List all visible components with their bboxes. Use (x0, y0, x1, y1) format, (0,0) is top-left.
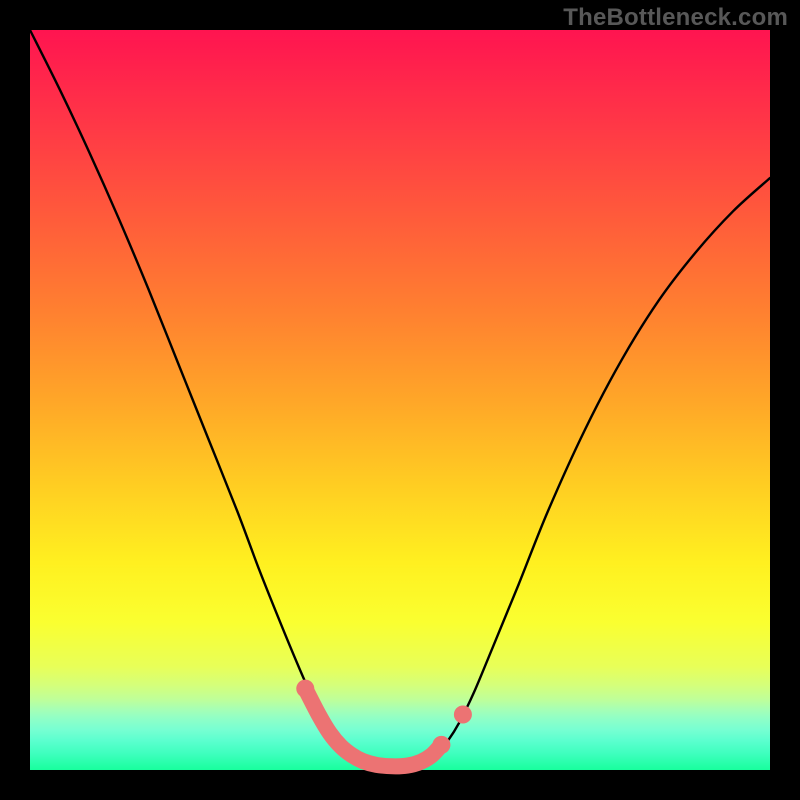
trough-dot-extra (454, 706, 472, 724)
chart-container: TheBottleneck.com (0, 0, 800, 800)
bottleneck-curve-chart (0, 0, 800, 800)
trough-dot-right (432, 736, 450, 754)
watermark-text: TheBottleneck.com (563, 4, 788, 32)
trough-dot-left (296, 680, 314, 698)
plot-background (30, 30, 770, 770)
